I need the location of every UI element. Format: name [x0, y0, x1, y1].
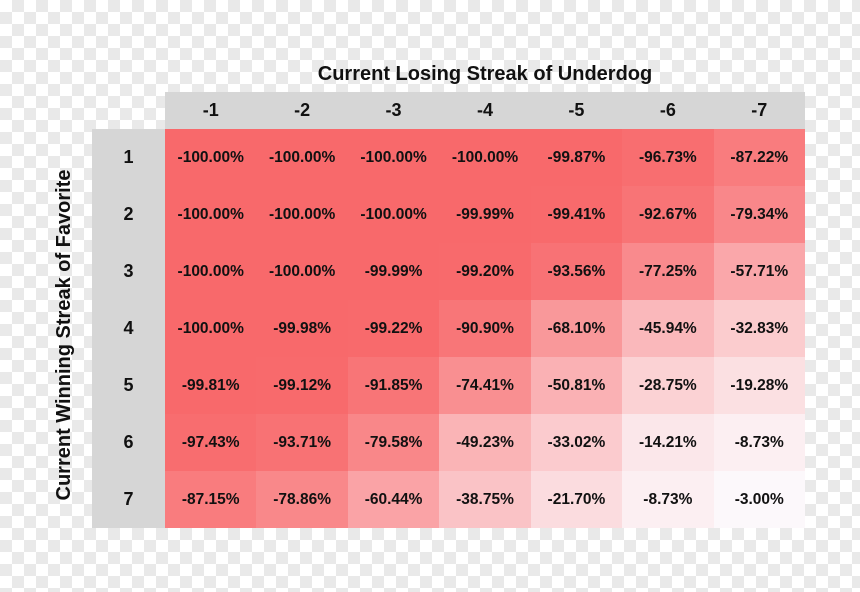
- heatmap-cell: -32.83%: [713, 300, 805, 357]
- row-header: 7: [123, 489, 134, 509]
- heatmap-cell: -100.00%: [256, 186, 348, 243]
- column-header: -4: [476, 100, 493, 120]
- row-header: 5: [123, 375, 134, 395]
- column-header-row: -1 -2 -3 -4 -5 -6 -7: [165, 92, 805, 129]
- row-header: 4: [123, 318, 134, 338]
- heatmap-cell: -99.81%: [165, 357, 257, 414]
- column-header: -1: [202, 100, 219, 120]
- heatmap-cell: -21.70%: [530, 471, 623, 528]
- heatmap-cell: -28.75%: [622, 357, 714, 414]
- heatmap-cell: -97.43%: [165, 414, 257, 471]
- column-header: -3: [385, 100, 402, 120]
- row-header-column: 1 2 3 4 5 6 7: [92, 129, 165, 528]
- heatmap-cell: -100.00%: [165, 300, 257, 357]
- x-axis-title: Current Losing Streak of Underdog: [317, 63, 653, 85]
- heatmap-cell: -100.00%: [165, 129, 257, 186]
- heatmap-cell: -38.75%: [439, 471, 531, 528]
- heatmap-cell: -14.21%: [622, 414, 714, 471]
- heatmap-cell: -100.00%: [347, 186, 440, 243]
- heatmap-cell: -49.23%: [439, 414, 531, 471]
- heatmap-cell: -100.00%: [165, 243, 257, 300]
- heatmap-cell: -99.87%: [530, 129, 623, 186]
- heatmap-cell: -92.67%: [622, 186, 714, 243]
- heatmap-cell: -90.90%: [439, 300, 531, 357]
- heatmap-grid: -100.00% -100.00% -100.00% -100.00% -99.87% -…: [165, 129, 805, 528]
- heatmap-cell: -93.56%: [530, 243, 623, 300]
- heatmap-cell: -99.98%: [256, 300, 348, 357]
- heatmap-cell: -77.25%: [622, 243, 714, 300]
- heatmap-cell: -87.15%: [165, 471, 257, 528]
- heatmap-cell: -99.22%: [347, 300, 440, 357]
- heatmap-cell: -74.41%: [439, 357, 531, 414]
- heatmap-cell: -100.00%: [439, 129, 531, 186]
- heatmap-cell: -60.44%: [347, 471, 440, 528]
- column-header: -7: [751, 100, 768, 120]
- heatmap-cell: -45.94%: [622, 300, 714, 357]
- column-header: -6: [659, 100, 676, 120]
- heatmap-cell: -79.58%: [347, 414, 440, 471]
- heatmap-cell: -8.73%: [622, 471, 714, 528]
- heatmap-cell: -68.10%: [530, 300, 623, 357]
- row-header: 6: [123, 432, 134, 452]
- heatmap-cell: -100.00%: [165, 186, 257, 243]
- row-header: 3: [123, 261, 134, 281]
- heatmap-cell: -87.22%: [713, 129, 805, 186]
- heatmap-cell: -99.41%: [530, 186, 623, 243]
- heatmap-cell: -93.71%: [256, 414, 348, 471]
- heatmap-cell: -78.86%: [256, 471, 348, 528]
- row-header: 1: [123, 147, 134, 167]
- heatmap-cell: -3.00%: [713, 471, 805, 528]
- heatmap-cell: -19.28%: [713, 357, 805, 414]
- heatmap-cell: -99.99%: [439, 186, 531, 243]
- heatmap-cell: -100.00%: [256, 129, 348, 186]
- heatmap-cell: -99.20%: [439, 243, 531, 300]
- y-axis-title: Current Winning Streak of Favorite: [53, 169, 75, 501]
- heatmap-cell: -8.73%: [713, 414, 805, 471]
- heatmap-cell: -99.99%: [347, 243, 440, 300]
- column-header: -2: [294, 100, 311, 120]
- heatmap-cell: -100.00%: [347, 129, 440, 186]
- column-header: -5: [568, 100, 585, 120]
- heatmap-cell: -91.85%: [347, 357, 440, 414]
- heatmap-cell: -100.00%: [256, 243, 348, 300]
- heatmap-cell: -50.81%: [530, 357, 623, 414]
- heatmap-cell: -33.02%: [530, 414, 623, 471]
- heatmap-cell: -57.71%: [713, 243, 805, 300]
- heatmap-cell: -99.12%: [256, 357, 348, 414]
- heatmap-cell: -96.73%: [622, 129, 714, 186]
- heatmap-cell: -79.34%: [713, 186, 805, 243]
- row-header: 2: [123, 204, 134, 224]
